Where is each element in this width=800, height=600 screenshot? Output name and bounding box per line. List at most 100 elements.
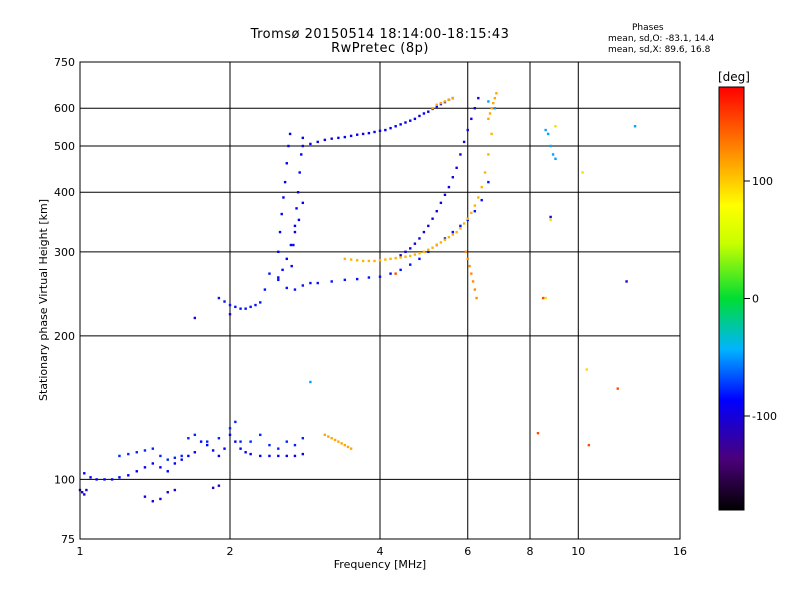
data-point (473, 107, 477, 110)
data-point (118, 476, 121, 479)
data-point (475, 296, 478, 300)
data-point (427, 224, 430, 228)
data-point (159, 466, 162, 469)
data-point (585, 368, 588, 371)
data-point (259, 301, 262, 304)
data-point (151, 447, 155, 450)
data-point (293, 230, 297, 234)
data-point (249, 440, 252, 443)
y-tick-label: 400 (54, 186, 75, 199)
data-point (487, 100, 490, 103)
data-point (625, 280, 628, 283)
data-point (492, 101, 495, 105)
data-point (443, 237, 447, 240)
data-point (244, 307, 247, 310)
data-point (180, 454, 183, 458)
data-point (281, 268, 284, 272)
data-point (151, 500, 155, 503)
data-point (413, 253, 417, 256)
data-point (443, 100, 447, 103)
data-point (464, 250, 468, 254)
data-point (477, 96, 480, 100)
data-point (173, 462, 177, 465)
data-point (244, 451, 247, 454)
data-point (223, 300, 226, 303)
data-point (399, 254, 402, 257)
data-point (330, 437, 333, 440)
data-point (234, 420, 237, 424)
y-tick-label: 300 (54, 246, 75, 259)
data-point (316, 140, 319, 144)
data-point (166, 458, 169, 461)
data-point (473, 209, 477, 213)
data-point (293, 224, 297, 228)
data-point (95, 478, 98, 481)
data-point (470, 211, 473, 215)
data-point (293, 288, 297, 291)
data-point (435, 103, 438, 107)
data-point (409, 119, 412, 122)
data-point (277, 447, 280, 450)
x-tick-label: 2 (227, 545, 234, 558)
data-point (89, 476, 92, 479)
data-point (435, 105, 438, 108)
y-axis-label: Stationary phase Virtual Height [km] (37, 199, 50, 401)
data-point (151, 462, 155, 465)
data-point (283, 180, 287, 184)
y-tick-label: 600 (54, 102, 75, 115)
data-point (459, 224, 462, 228)
y-tick-label: 200 (54, 330, 75, 343)
data-point (462, 140, 466, 144)
data-point (477, 196, 480, 199)
data-point (323, 433, 327, 437)
data-point (309, 281, 312, 285)
data-point (277, 276, 280, 279)
data-point (337, 136, 340, 140)
colorbar-tick-label: 0 (752, 293, 759, 306)
data-point (239, 307, 242, 310)
data-point (394, 272, 397, 275)
data-point (470, 272, 473, 275)
x-tick-label: 1 (77, 545, 84, 558)
data-point (361, 259, 365, 263)
data-point (447, 98, 451, 101)
data-point (118, 454, 121, 458)
data-point (285, 454, 288, 458)
data-point (431, 246, 434, 249)
data-point (427, 110, 430, 113)
data-point (493, 96, 497, 100)
data-point (373, 259, 376, 263)
data-point (333, 438, 337, 442)
data-point (451, 96, 455, 100)
data-point (389, 257, 392, 261)
data-point (466, 128, 469, 132)
data-point (404, 255, 407, 258)
data-point (327, 435, 330, 438)
colorbar-unit-label: [deg] (718, 70, 750, 84)
data-point (435, 209, 438, 213)
data-point (422, 250, 426, 254)
data-point (217, 484, 221, 487)
data-point (103, 478, 106, 481)
phases-o-mode-stats: mean, sd,O: -83.1, 14.4 (608, 34, 715, 44)
data-point (143, 449, 147, 452)
data-point (422, 112, 426, 115)
data-point (487, 117, 490, 121)
data-point (127, 452, 130, 456)
data-point (413, 117, 417, 121)
data-point (554, 157, 557, 161)
data-point (340, 442, 343, 445)
data-point (443, 238, 447, 241)
data-point (330, 137, 333, 140)
data-point (135, 451, 138, 454)
data-point (285, 440, 288, 443)
data-point (490, 107, 493, 110)
data-point (451, 233, 455, 236)
x-tick-label: 8 (527, 545, 534, 558)
data-point (278, 230, 282, 234)
data-point (541, 296, 545, 300)
data-point (296, 191, 300, 194)
colorbar-tick-label: 100 (752, 175, 773, 188)
data-point (289, 243, 293, 247)
data-point (268, 272, 271, 275)
